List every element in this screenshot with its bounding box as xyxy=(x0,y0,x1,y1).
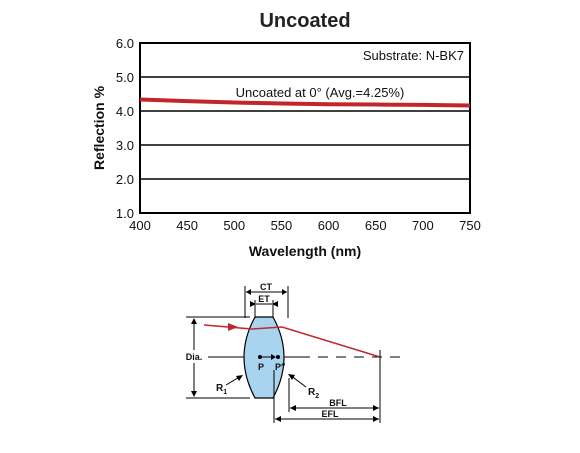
x-tick-label: 500 xyxy=(223,218,245,233)
y-tick-label: 2.0 xyxy=(116,172,134,187)
label-r2-main: R xyxy=(308,387,316,398)
x-tick-label: 650 xyxy=(365,218,387,233)
y-tick-label: 1.0 xyxy=(116,206,134,221)
dia-arrow-top-icon xyxy=(191,318,197,324)
label-dia: Dia. xyxy=(186,352,203,362)
label-r1-main: R xyxy=(216,383,224,394)
x-tick-label: 550 xyxy=(271,218,293,233)
dia-arrow-bottom-icon xyxy=(191,391,197,397)
x-tick-label: 400 xyxy=(129,218,151,233)
ray-arrow-icon xyxy=(228,323,238,331)
grid-lines xyxy=(140,76,470,180)
y-axis-label: Reflection % xyxy=(91,85,107,170)
series-line xyxy=(139,97,471,108)
r1-arrow-icon xyxy=(236,375,243,381)
label-efl: EFL xyxy=(322,409,340,419)
y-tick-label: 6.0 xyxy=(116,36,134,51)
x-tick-label: 700 xyxy=(412,218,434,233)
series-label: Uncoated at 0° (Avg.=4.25%) xyxy=(236,85,405,100)
chart-title: Uncoated xyxy=(259,10,351,32)
principal-arrow-icon xyxy=(271,354,276,360)
label-r1-sub: 1 xyxy=(223,389,227,396)
label-r2-sub: 2 xyxy=(315,393,319,400)
et-arrow-right-icon xyxy=(272,301,278,307)
dia-label-bg xyxy=(180,350,208,363)
series-group xyxy=(139,97,471,108)
label-et: ET xyxy=(258,294,270,304)
r2-arrow-icon xyxy=(288,374,295,380)
ct-arrow-left-icon xyxy=(246,289,251,295)
label-r1: R1 xyxy=(216,383,227,396)
principal-point-p-prime xyxy=(276,355,280,359)
x-tick-labels: 400 450 500 550 600 650 700 750 xyxy=(129,218,481,233)
bfl-arrow-right-icon xyxy=(373,405,379,411)
ct-arrow-right-icon xyxy=(282,289,287,295)
y-tick-label: 3.0 xyxy=(116,138,134,153)
x-tick-label: 750 xyxy=(459,218,481,233)
label-r2: R2 xyxy=(308,387,319,400)
efl-arrow-left-icon xyxy=(275,416,281,422)
plot-frame xyxy=(139,42,471,214)
y-tick-labels: 6.0 5.0 4.0 3.0 2.0 1.0 xyxy=(116,36,134,221)
x-tick-label: 600 xyxy=(318,218,340,233)
substrate-annotation: Substrate: N-BK7 xyxy=(363,48,464,63)
x-tick-label: 450 xyxy=(176,218,198,233)
et-arrow-left-icon xyxy=(250,301,256,307)
label-bfl: BFL xyxy=(329,398,347,408)
label-ct: CT xyxy=(260,282,272,292)
lens-diagram: P P″ CT ET Dia. R1 R2 BFL EFL xyxy=(180,282,404,423)
y-tick-label: 4.0 xyxy=(116,104,134,119)
label-p-prime: P″ xyxy=(275,362,286,372)
bfl-arrow-left-icon xyxy=(290,405,296,411)
label-p: P xyxy=(258,362,264,372)
y-tick-label: 5.0 xyxy=(116,70,134,85)
efl-arrow-right-icon xyxy=(373,416,379,422)
x-axis-label: Wavelength (nm) xyxy=(249,243,361,259)
reflection-chart: Reflection % Wavelength (nm) 6.0 5.0 4.0 3.… xyxy=(91,36,481,259)
